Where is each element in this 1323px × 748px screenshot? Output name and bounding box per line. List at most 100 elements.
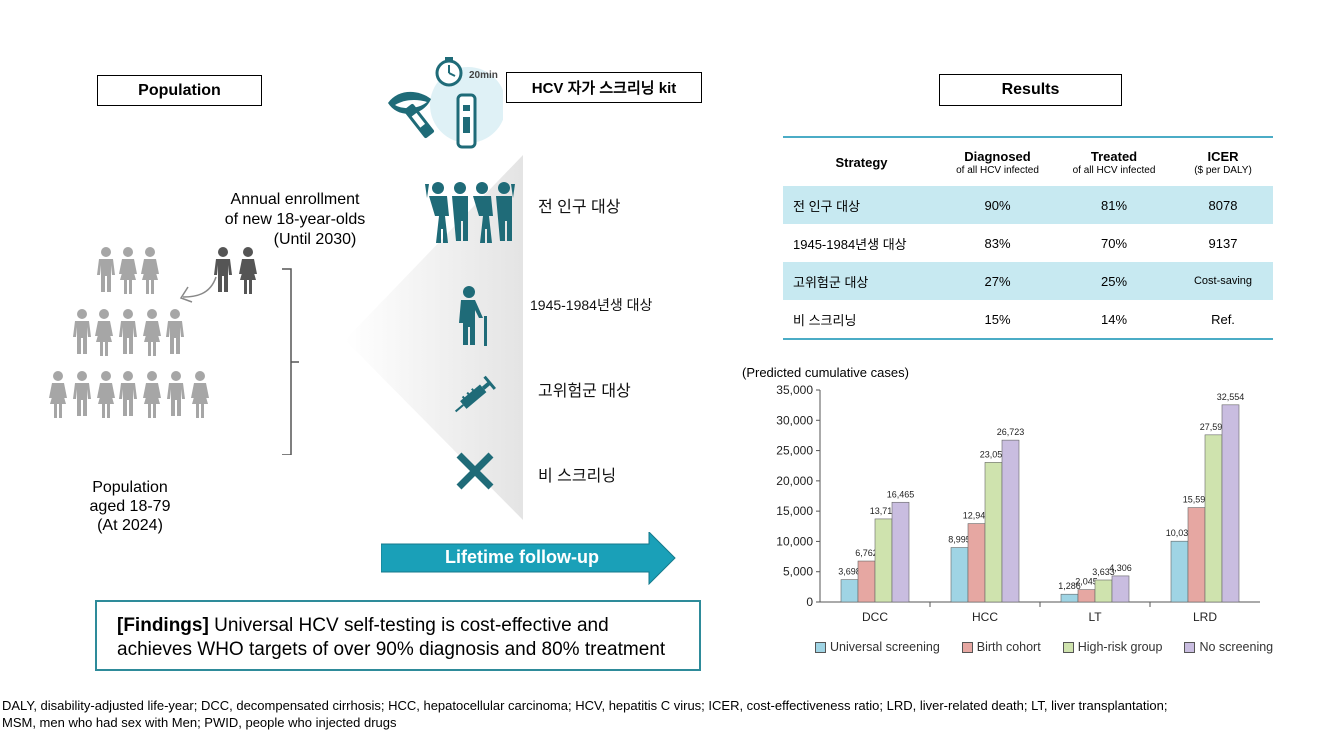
bar-lt-3 bbox=[1111, 575, 1130, 603]
pop-line-3: (At 2024) bbox=[97, 517, 163, 534]
table-row: 1945-1984년생 대상 83% 70% 9137 bbox=[783, 224, 1273, 262]
cross-icon bbox=[456, 452, 494, 490]
chart-title: (Predicted cumulative cases) bbox=[742, 365, 909, 380]
population-pyramid-icon bbox=[49, 247, 299, 455]
legend-label-none: No screening bbox=[1199, 640, 1274, 654]
population-text: Population aged 18-79 (At 2024) bbox=[65, 478, 195, 535]
data-label: 3,633 bbox=[1092, 567, 1115, 577]
pop-line-1: Population bbox=[92, 479, 168, 496]
legend-swatch-birth bbox=[961, 641, 973, 653]
findings-text-1: Universal HCV self-testing is cost-effec… bbox=[208, 615, 609, 636]
data-label: 8,995 bbox=[948, 535, 971, 545]
bar-dcc-1 bbox=[857, 560, 876, 603]
followup-arrow bbox=[381, 532, 676, 585]
bar-hcc-0 bbox=[950, 547, 969, 603]
bar-lt-2 bbox=[1094, 579, 1113, 603]
cell-icer: Ref. bbox=[1211, 311, 1235, 327]
cell-icer: Cost-saving bbox=[1173, 262, 1273, 300]
legend-swatch-universal bbox=[815, 641, 826, 653]
y-tick-label: 35,000 bbox=[776, 383, 813, 397]
y-tick-label: 20,000 bbox=[776, 474, 813, 488]
cell-icer: 9137 bbox=[1208, 235, 1238, 251]
cell-diagnosed: 15% bbox=[984, 311, 1011, 327]
cell-treated: 25% bbox=[1055, 262, 1173, 300]
y-tick-label: 5,000 bbox=[783, 565, 813, 579]
x-category-label: DCC bbox=[862, 610, 888, 624]
bar-lrd-0 bbox=[1170, 540, 1189, 603]
header-treated: Treated of all HCV infected bbox=[1072, 148, 1156, 176]
annual-line-3: (Until 2030) bbox=[273, 231, 357, 248]
kit-illustration-icon bbox=[388, 57, 503, 149]
bar-lt-1 bbox=[1077, 589, 1096, 603]
legend-label-birth: Birth cohort bbox=[976, 640, 1041, 654]
strategy-label-no-screening: 비 스크리닝 bbox=[538, 468, 617, 485]
results-title: Results bbox=[939, 74, 1122, 106]
annual-line-1: Annual enrollment bbox=[230, 191, 360, 208]
bar-dcc-3 bbox=[891, 501, 910, 603]
cell-icer: 8078 bbox=[1173, 186, 1273, 224]
bar-hcc-2 bbox=[984, 462, 1003, 603]
kit-title: HCV 자가 스크리닝 kit bbox=[506, 72, 702, 103]
kit-time-label: 20min bbox=[469, 70, 498, 81]
cell-treated: 70% bbox=[1100, 235, 1128, 251]
strategy-label-universal: 전 인구 대상 bbox=[538, 199, 621, 216]
footnote-line-1: DALY, disability-adjusted life-year; DCC… bbox=[2, 698, 1168, 713]
y-tick-label: 0 bbox=[806, 595, 813, 609]
cell-diagnosed: 27% bbox=[940, 262, 1055, 300]
syringe-icon bbox=[454, 375, 496, 413]
group-icon bbox=[425, 182, 515, 243]
annual-enrollment-text: Annual enrollment of new 18-year-olds (U… bbox=[210, 190, 380, 250]
header-icer: ICER ($ per DALY) bbox=[1194, 148, 1252, 176]
findings-line-2: achieves WHO targets of over 90% diagnos… bbox=[117, 639, 666, 660]
footnote-line-2: MSM, men who had sex with Men; PWID, peo… bbox=[2, 715, 397, 730]
table-row: 고위험군 대상 27% 25% Cost-saving bbox=[783, 262, 1273, 300]
population-title: Population bbox=[97, 75, 262, 106]
data-label: 2,045 bbox=[1075, 577, 1098, 587]
pop-line-2: aged 18-79 bbox=[89, 498, 171, 515]
table-row: 전 인구 대상 90% 81% 8078 bbox=[783, 186, 1273, 224]
legend-label-highrisk: High-risk group bbox=[1077, 640, 1163, 654]
cell-strategy: 전 인구 대상 bbox=[783, 186, 940, 224]
data-label: 23,050 bbox=[980, 449, 1008, 459]
cell-treated: 81% bbox=[1055, 186, 1173, 224]
y-tick-label: 10,000 bbox=[776, 534, 813, 548]
data-label: 16,465 bbox=[887, 489, 915, 499]
data-label: 4,306 bbox=[1109, 563, 1132, 573]
header-diagnosed: Diagnosed of all HCV infected bbox=[956, 148, 1039, 176]
legend-label-universal: Universal screening bbox=[830, 640, 940, 654]
data-label: 32,554 bbox=[1217, 392, 1245, 402]
cases-bar-chart: 0 5,000 10,000 15,000 20,000 25,000 30,000 35,0… bbox=[776, 383, 1260, 624]
cell-diagnosed: 83% bbox=[984, 235, 1011, 251]
data-label: 6,762 bbox=[855, 548, 878, 558]
bar-hcc-1 bbox=[967, 523, 986, 603]
findings-box: [Findings] Universal HCV self-testing is… bbox=[95, 600, 701, 671]
legend-swatch-none bbox=[1184, 641, 1196, 653]
results-header-row: Strategy Diagnosed of all HCV infected Tr… bbox=[783, 137, 1273, 186]
data-label: 15,590 bbox=[1183, 495, 1211, 505]
findings-line-1: [Findings] Universal HCV self-testing is… bbox=[117, 614, 699, 638]
data-label: 12,947 bbox=[963, 511, 991, 521]
x-category-label: LT bbox=[1088, 610, 1102, 624]
y-tick-label: 25,000 bbox=[776, 444, 813, 458]
x-category-label: LRD bbox=[1193, 610, 1217, 624]
findings-bold: [Findings] bbox=[117, 615, 209, 636]
y-tick-label: 30,000 bbox=[776, 413, 813, 427]
strategy-label-high-risk: 고위험군 대상 bbox=[538, 383, 631, 400]
bar-lrd-2 bbox=[1204, 434, 1223, 603]
data-label: 3,698 bbox=[838, 567, 861, 577]
followup-label: Lifetime follow-up bbox=[445, 547, 599, 567]
cell-strategy: 비 스크리닝 bbox=[793, 312, 857, 328]
x-category-label: HCC bbox=[972, 610, 998, 624]
bar-hcc-3 bbox=[1001, 439, 1020, 603]
annual-line-2: of new 18-year-olds bbox=[224, 211, 366, 228]
data-label: 13,715 bbox=[870, 506, 898, 516]
cell-diagnosed: 90% bbox=[940, 186, 1055, 224]
elderly-icon bbox=[459, 286, 487, 346]
data-label: 10,038 bbox=[1166, 528, 1194, 538]
bar-lt-0 bbox=[1060, 593, 1079, 603]
table-row: 비 스크리닝 15% 14% Ref. bbox=[783, 300, 1273, 339]
strategy-funnel-shape bbox=[345, 155, 523, 520]
cell-strategy: 1945-1984년생 대상 bbox=[793, 236, 907, 252]
legend-swatch-highrisk bbox=[1062, 641, 1074, 653]
bar-lrd-1 bbox=[1187, 507, 1206, 603]
